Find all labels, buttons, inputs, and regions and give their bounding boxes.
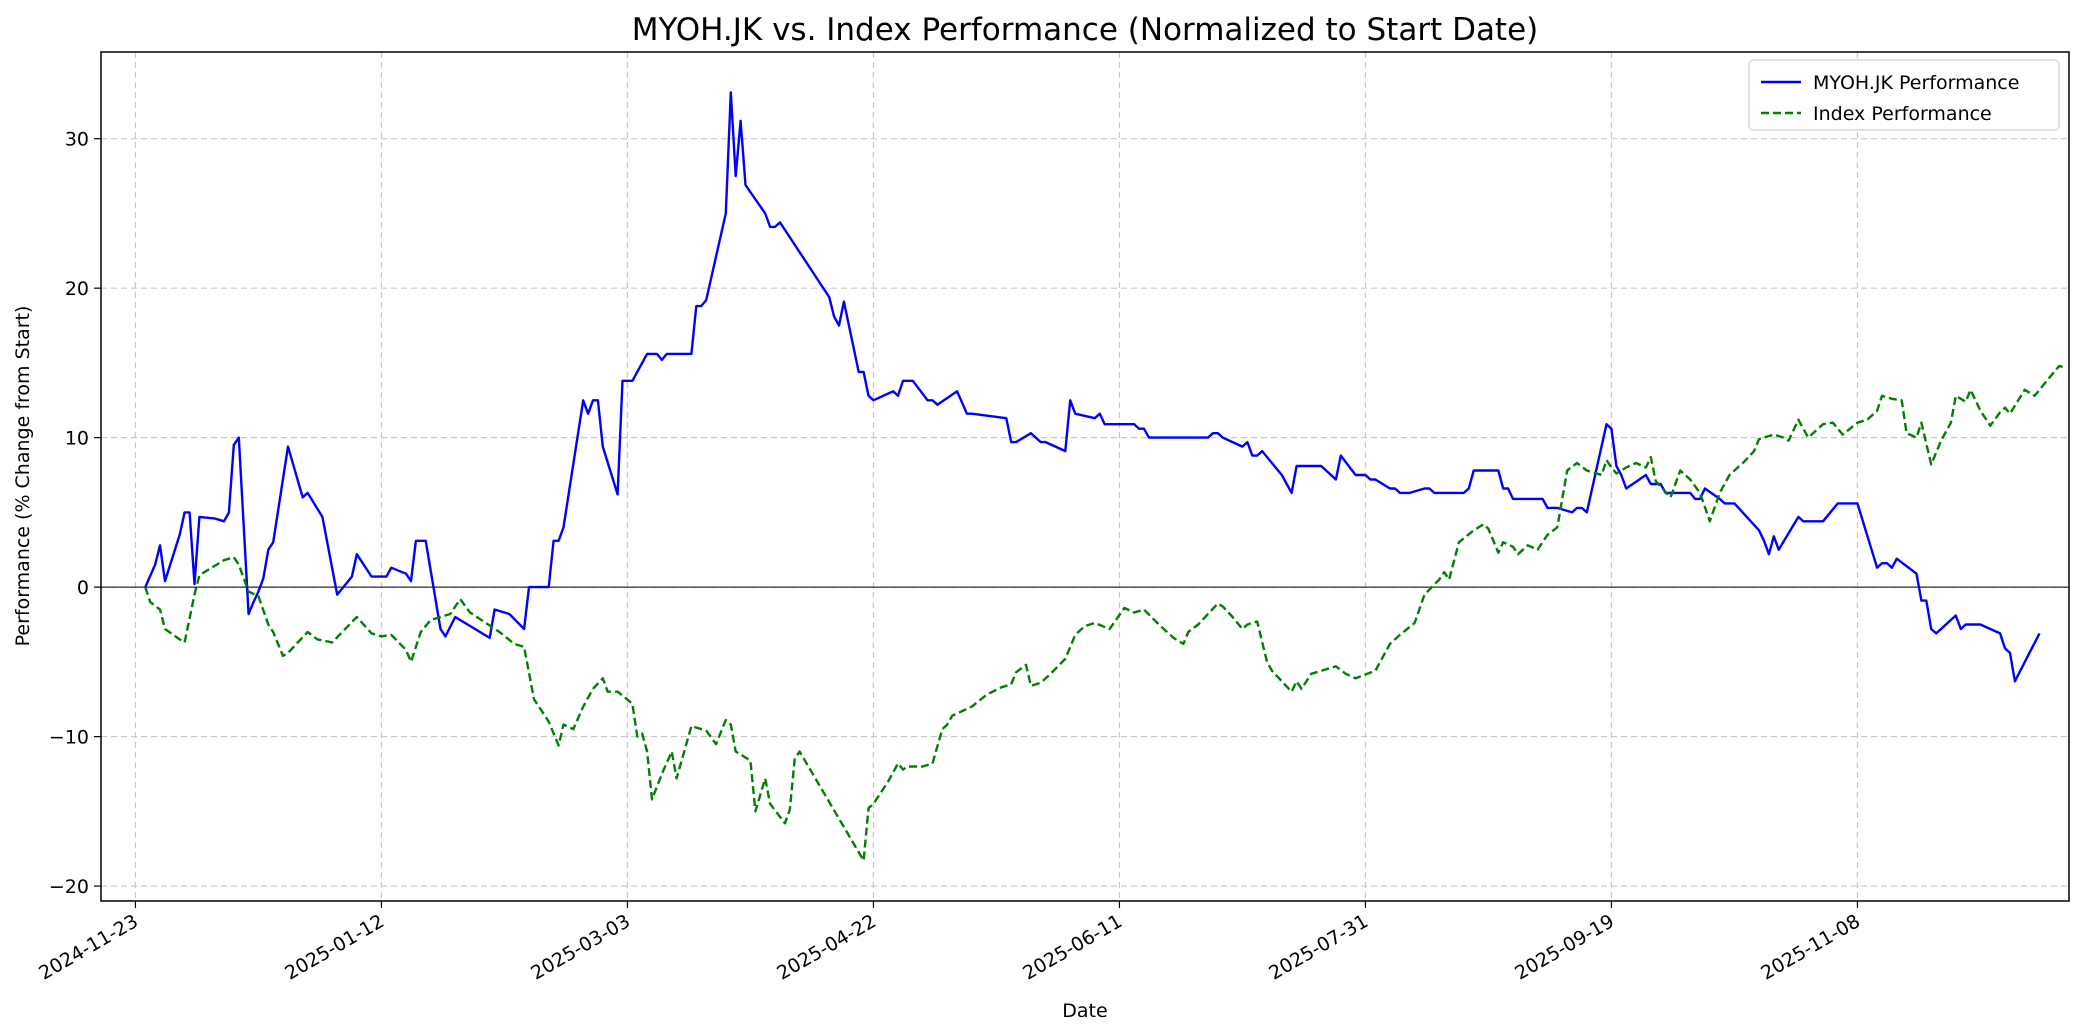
y-tick-label: 0 [77,577,89,599]
y-tick-label: 30 [65,129,89,151]
series-lines [144,91,2065,862]
x-axis-ticks: 2024-11-23 2025-01-12 2025-03-03 2025-04-22… [35,901,1864,985]
x-tick-label: 2025-01-12 [281,910,388,984]
y-axis-ticks: 30 20 10 0 −10 −20 [49,129,101,898]
y-tick-label: 20 [65,278,89,300]
x-tick-label: 2025-07-31 [1265,910,1372,984]
x-tick-label: 2025-03-03 [527,910,634,984]
x-axis-label: Date [1062,1000,1107,1022]
plot-frame [100,51,2070,902]
legend-label: Index Performance [1813,103,1992,125]
x-tick-label: 2025-09-19 [1511,910,1618,984]
x-tick-label: 2025-06-11 [1019,910,1126,984]
y-tick-label: 10 [65,428,89,450]
y-tick-label: −10 [49,727,89,749]
y-axis-label: Performance (% Change from Start) [12,306,34,647]
y-tick-label: −20 [49,876,89,898]
x-tick-label: 2024-11-23 [35,910,142,984]
x-tick-label: 2025-11-08 [1757,910,1864,984]
series-line-0 [144,91,2041,683]
legend-label: MYOH.JK Performance [1813,72,2019,94]
x-tick-label: 2025-04-22 [773,910,880,984]
series-line-1 [144,364,2065,862]
grid [101,52,2069,901]
chart-title: MYOH.JK vs. Index Performance (Normalize… [632,12,1539,48]
legend-box [1748,59,2060,131]
legend: MYOH.JK Performance Index Performance [1748,59,2060,131]
